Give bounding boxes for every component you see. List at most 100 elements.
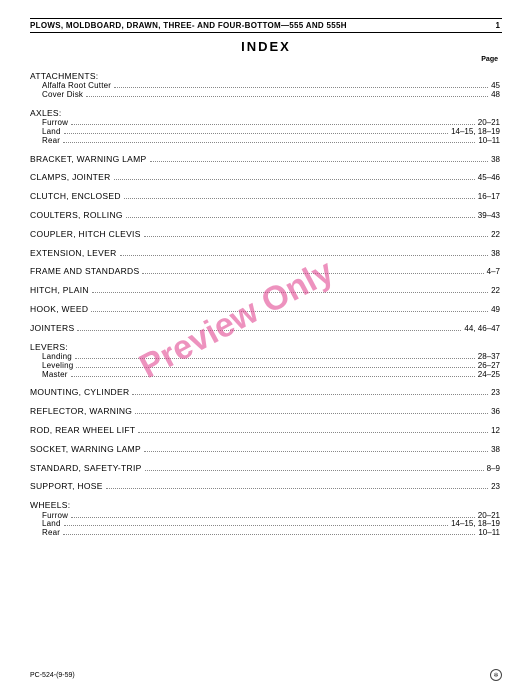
index-row: HOOK, WEED 49 bbox=[30, 305, 502, 315]
index-row: REFLECTOR, WARNING 36 bbox=[30, 407, 502, 417]
header-bar: PLOWS, MOLDBOARD, DRAWN, THREE- AND FOUR… bbox=[30, 18, 502, 33]
index-title: INDEX bbox=[30, 39, 502, 54]
index-entry-page: 38 bbox=[491, 156, 502, 165]
index-entry-page: 22 bbox=[491, 287, 502, 296]
index-row: CLUTCH, ENCLOSED 16–17 bbox=[30, 192, 502, 202]
leader-dots bbox=[64, 133, 448, 134]
index-row: SUPPORT, HOSE 23 bbox=[30, 482, 502, 492]
index-entry-page: 12 bbox=[491, 427, 502, 436]
index-entry-label: SOCKET, WARNING LAMP bbox=[30, 445, 141, 454]
index-entry-page: 10–11 bbox=[478, 137, 502, 146]
index-row: Rear10–11 bbox=[30, 137, 502, 146]
index-row: Leveling26–27 bbox=[30, 362, 502, 371]
index-row: Rear 10–11 bbox=[30, 529, 502, 538]
index-group-head: WHEELS: bbox=[30, 501, 502, 510]
index-entry-page: 23 bbox=[491, 389, 502, 398]
leader-dots bbox=[144, 451, 488, 452]
index-entry-label: MOUNTING, CYLINDER bbox=[30, 388, 129, 397]
index-group-head: AXLES: bbox=[30, 109, 502, 118]
index-entry-label: SUPPORT, HOSE bbox=[30, 482, 103, 491]
index-entry-label: HITCH, PLAIN bbox=[30, 286, 89, 295]
leader-dots bbox=[114, 87, 488, 88]
leader-dots bbox=[142, 273, 483, 274]
index-entry-label: ROD, REAR WHEEL LIFT bbox=[30, 426, 135, 435]
footer-left: PC-524-(9-59) bbox=[30, 672, 75, 679]
index-row: Cover Disk 48 bbox=[30, 91, 502, 100]
index-row: Land14–15, 18–19 bbox=[30, 520, 502, 529]
page-column-label: Page bbox=[30, 56, 502, 63]
index-entry-label: FRAME AND STANDARDS bbox=[30, 267, 139, 276]
index-row: CLAMPS, JOINTER45–46 bbox=[30, 173, 502, 183]
index-row: Alfalfa Root Cutter45 bbox=[30, 82, 502, 91]
index-entry-label: HOOK, WEED bbox=[30, 305, 88, 314]
index-row: Master24–25 bbox=[30, 371, 502, 380]
index-group-head: LEVERS: bbox=[30, 343, 502, 352]
index-group-head: ATTACHMENTS: bbox=[30, 72, 502, 81]
index-entry-page: 39–43 bbox=[478, 212, 502, 221]
index-entry-page: 23 bbox=[491, 483, 502, 492]
leader-dots bbox=[150, 161, 489, 162]
leader-dots bbox=[71, 124, 475, 125]
index-entry-label: EXTENSION, LEVER bbox=[30, 249, 117, 258]
index-entry-label: REFLECTOR, WARNING bbox=[30, 407, 132, 416]
leader-dots bbox=[138, 432, 488, 433]
header-page-number: 1 bbox=[496, 21, 502, 30]
leader-dots bbox=[76, 367, 474, 368]
index-entry-page: 8–9 bbox=[487, 465, 502, 474]
index-entry-label: COULTERS, ROLLING bbox=[30, 211, 123, 220]
footer: PC-524-(9-59) ✻ bbox=[30, 669, 502, 681]
leader-dots bbox=[91, 311, 488, 312]
leader-dots bbox=[114, 179, 475, 180]
index-row: COUPLER, HITCH CLEVIS 22 bbox=[30, 230, 502, 240]
leader-dots bbox=[126, 217, 475, 218]
index-entry-label: Cover Disk bbox=[42, 91, 83, 100]
footer-logo-icon: ✻ bbox=[490, 669, 502, 681]
leader-dots bbox=[106, 488, 488, 489]
index-entry-page: 36 bbox=[491, 408, 502, 417]
index-row: Landing28–37 bbox=[30, 353, 502, 362]
index-entry-page: 38 bbox=[491, 446, 502, 455]
leader-dots bbox=[135, 413, 488, 414]
index-entry-page: 45–46 bbox=[478, 174, 502, 183]
index-row: Furrow20–21 bbox=[30, 119, 502, 128]
leader-dots bbox=[145, 470, 484, 471]
leader-dots bbox=[144, 236, 488, 237]
index-entry-page: 24–25 bbox=[478, 371, 502, 380]
leader-dots bbox=[120, 255, 489, 256]
index-entry-page: 48 bbox=[491, 91, 502, 100]
header-title: PLOWS, MOLDBOARD, DRAWN, THREE- AND FOUR… bbox=[30, 21, 347, 30]
index-row: ROD, REAR WHEEL LIFT 12 bbox=[30, 426, 502, 436]
index-entry-label: CLUTCH, ENCLOSED bbox=[30, 192, 121, 201]
index-row: FRAME AND STANDARDS 4–7 bbox=[30, 267, 502, 277]
index-row: STANDARD, SAFETY-TRIP 8–9 bbox=[30, 464, 502, 474]
index-row: COULTERS, ROLLING 39–43 bbox=[30, 211, 502, 221]
index-row: EXTENSION, LEVER 38 bbox=[30, 249, 502, 259]
leader-dots bbox=[92, 292, 488, 293]
index-entry-page: 38 bbox=[491, 250, 502, 259]
leader-dots bbox=[86, 96, 488, 97]
index-row: MOUNTING, CYLINDER 23 bbox=[30, 388, 502, 398]
index-entry-page: 10–11 bbox=[478, 529, 502, 538]
index-entry-label: BRACKET, WARNING LAMP bbox=[30, 155, 147, 164]
index-entry-page: 49 bbox=[491, 306, 502, 315]
index-entry-page: 22 bbox=[491, 231, 502, 240]
leader-dots bbox=[63, 142, 475, 143]
index-entry-page: 16–17 bbox=[478, 193, 502, 202]
index-entry-page: 4–7 bbox=[487, 268, 502, 277]
index-entry-label: STANDARD, SAFETY-TRIP bbox=[30, 464, 142, 473]
index-entry-label: Rear bbox=[42, 529, 60, 538]
index-row: Furrow20–21 bbox=[30, 512, 502, 521]
index-entry-label: JOINTERS bbox=[30, 324, 74, 333]
leader-dots bbox=[63, 534, 475, 535]
index-entry-label: COUPLER, HITCH CLEVIS bbox=[30, 230, 141, 239]
index-row: BRACKET, WARNING LAMP 38 bbox=[30, 155, 502, 165]
leader-dots bbox=[124, 198, 475, 199]
leader-dots bbox=[71, 376, 475, 377]
index-row: JOINTERS44, 46–47 bbox=[30, 324, 502, 334]
page: PLOWS, MOLDBOARD, DRAWN, THREE- AND FOUR… bbox=[0, 0, 532, 693]
index-row: SOCKET, WARNING LAMP 38 bbox=[30, 445, 502, 455]
leader-dots bbox=[71, 517, 475, 518]
index-content: ATTACHMENTS:Alfalfa Root Cutter45Cover D… bbox=[30, 72, 502, 538]
index-row: HITCH, PLAIN 22 bbox=[30, 286, 502, 296]
leader-dots bbox=[132, 394, 488, 395]
